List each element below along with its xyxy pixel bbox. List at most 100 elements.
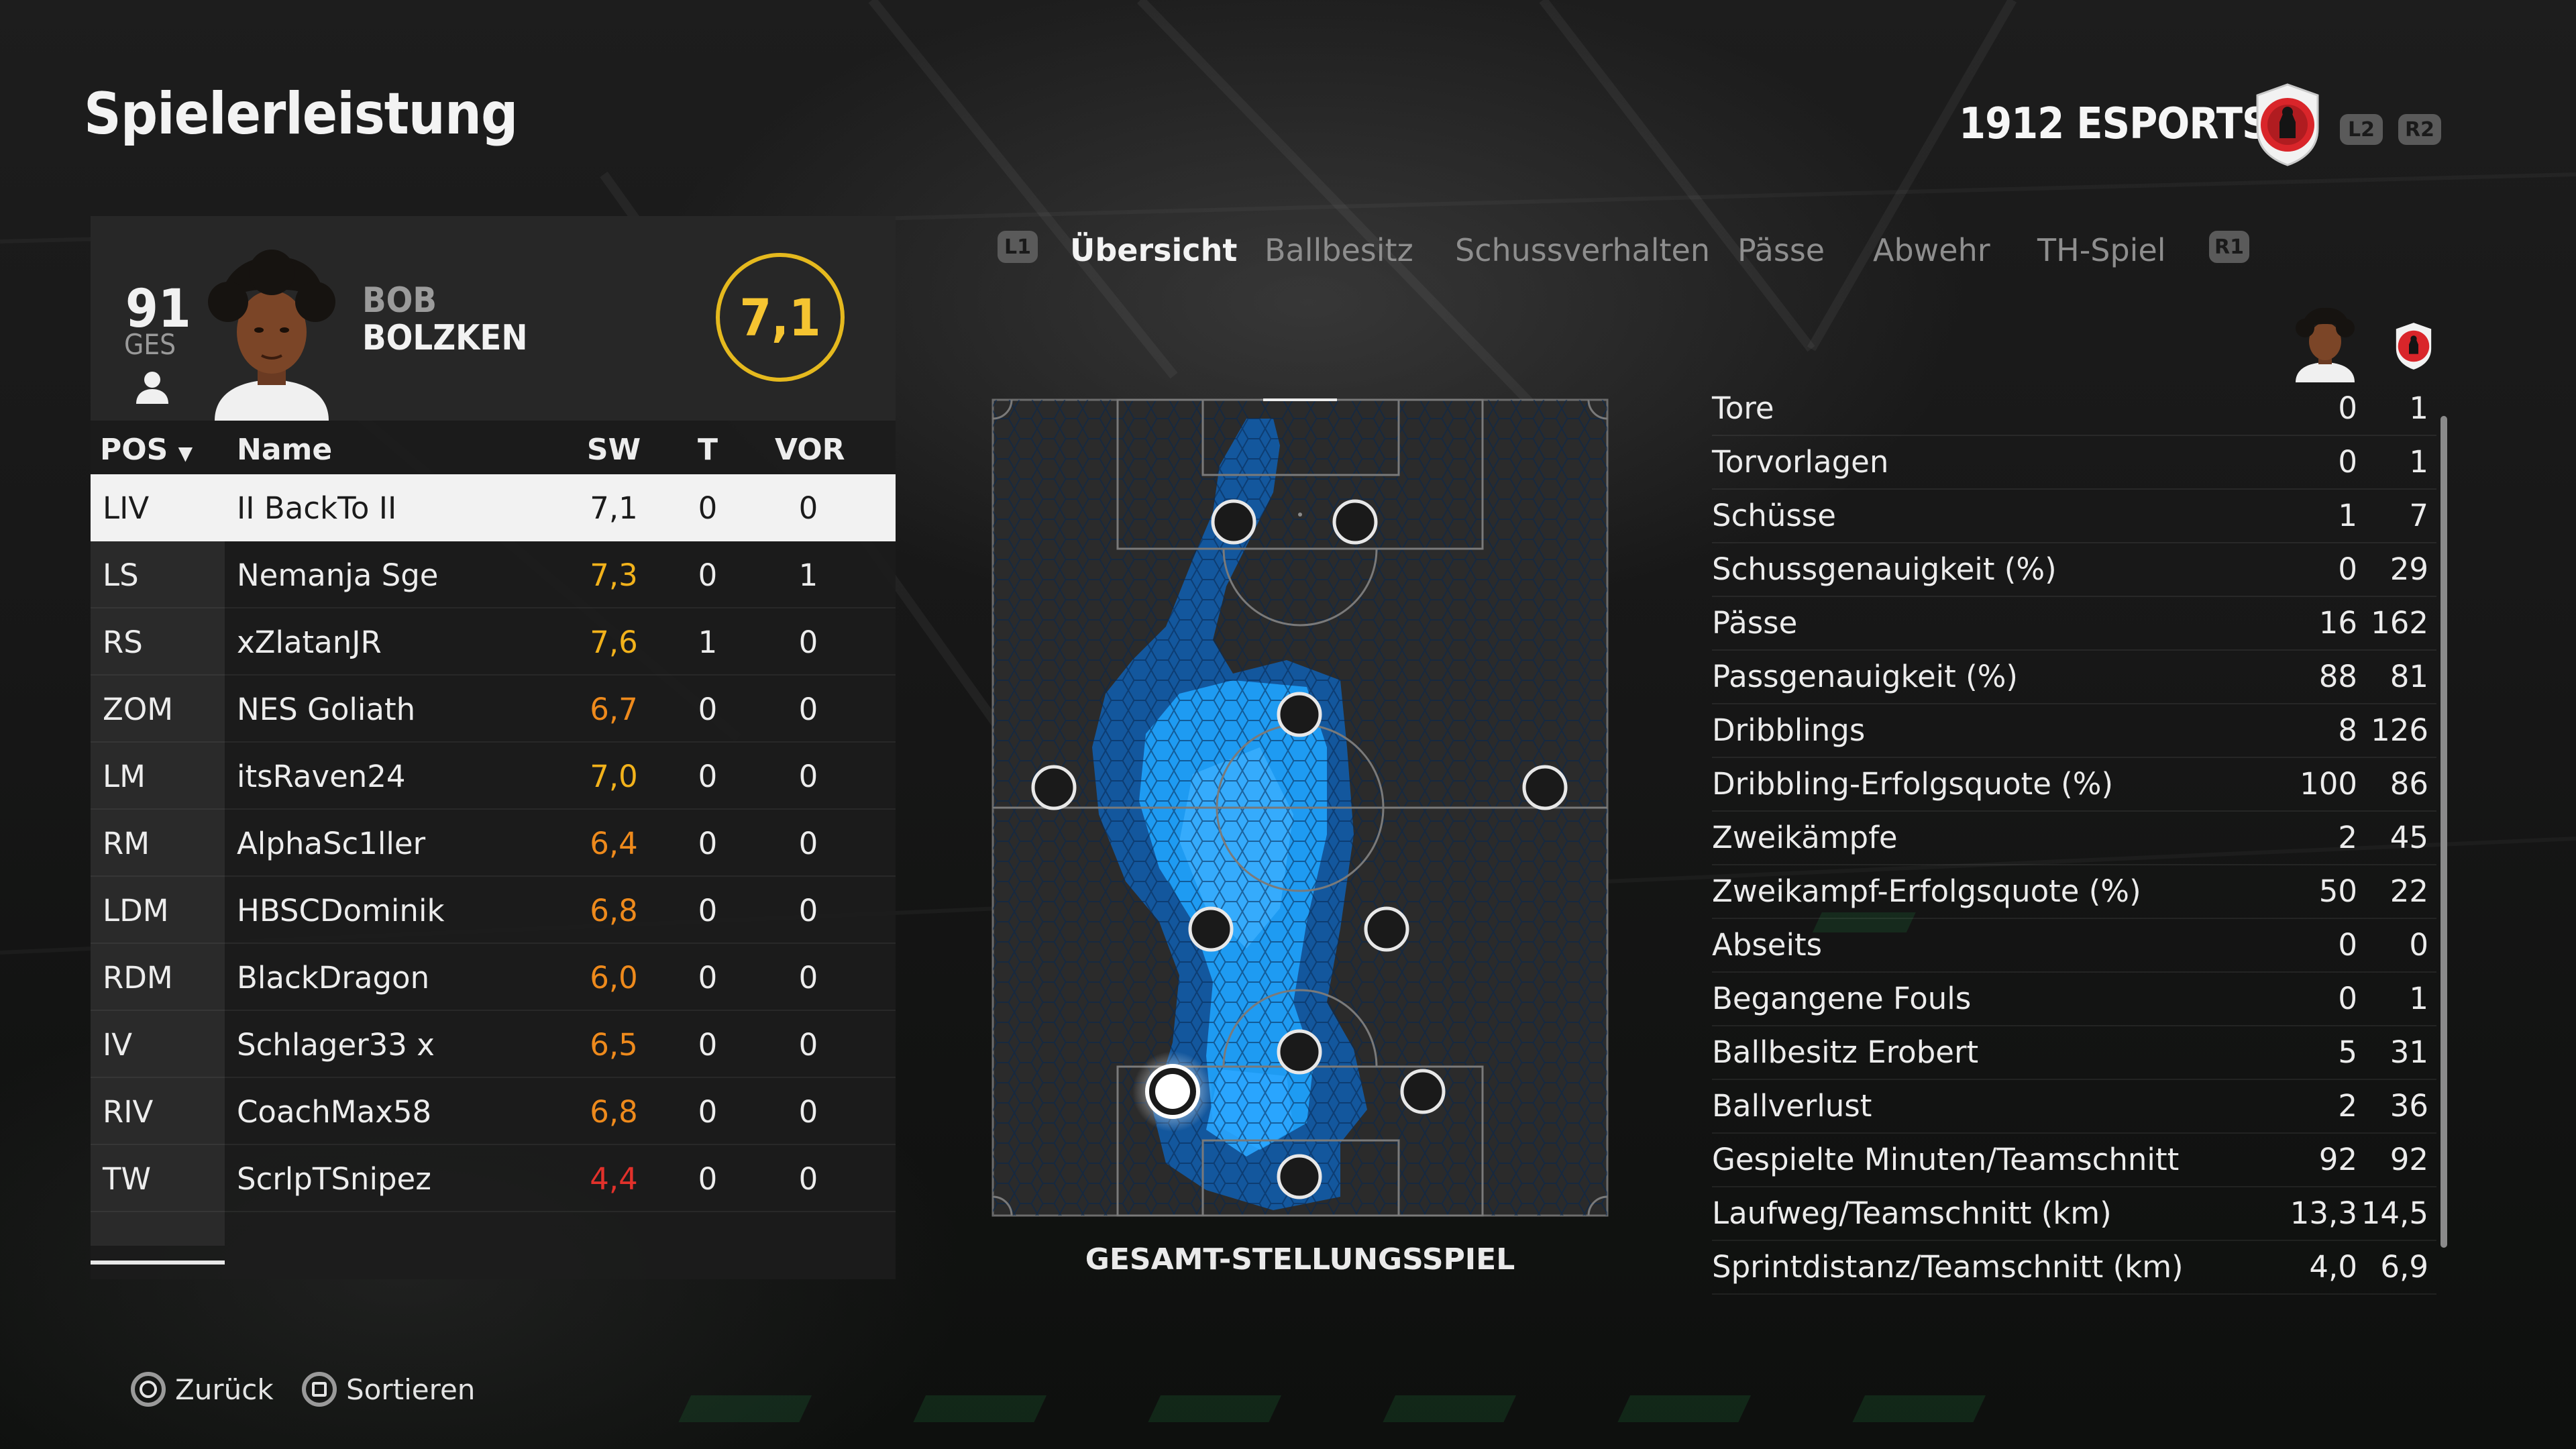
table-row[interactable]: LS Nemanja Sge 7,3 0 1 — [91, 541, 896, 608]
square-button-icon — [302, 1372, 337, 1407]
row-goals: 0 — [698, 557, 718, 593]
row-assists: 0 — [798, 1027, 818, 1063]
team-name: 1912 ESPORTS — [1959, 99, 2269, 149]
row-goals: 0 — [698, 893, 718, 928]
row-player-name: Nemanja Sge — [237, 557, 439, 593]
stat-row: Zweikampf-Erfolgsquote (%) 50 22 — [1712, 865, 2436, 919]
stat-label: Ballverlust — [1712, 1088, 1872, 1124]
list-scroll-indicator[interactable] — [91, 1260, 225, 1265]
match-rating: 7,1 — [716, 253, 845, 382]
stat-label: Sprintdistanz/Teamschnitt (km) — [1712, 1249, 2184, 1285]
row-rating: 7,3 — [590, 557, 638, 593]
stat-team-value: 1 — [2409, 444, 2428, 480]
stat-label: Zweikampf-Erfolgsquote (%) — [1712, 873, 2141, 909]
pitch-caption: GESAMT-STELLUNGSSPIEL — [1085, 1242, 1515, 1277]
row-goals: 0 — [698, 692, 718, 727]
stat-row: Laufweg/Teamschnitt (km) 13,3 14,5 — [1712, 1187, 2436, 1241]
table-row[interactable]: RIV CoachMax58 6,8 0 0 — [91, 1078, 896, 1145]
stat-player-value: 0 — [2338, 927, 2357, 963]
player-last-name: BOLZKEN — [362, 318, 528, 358]
page-title: Spielerleistung — [84, 80, 518, 148]
table-row[interactable]: TW ScrlpTSnipez 4,4 0 0 — [91, 1145, 896, 1212]
stat-label: Laufweg/Teamschnitt (km) — [1712, 1195, 2112, 1231]
stat-row: Ballverlust 2 36 — [1712, 1080, 2436, 1134]
stat-player-value: 100 — [2300, 766, 2357, 802]
row-position: IV — [103, 1027, 133, 1063]
teammate-marker — [1400, 1069, 1446, 1114]
stat-row: Schüsse 1 7 — [1712, 490, 2436, 543]
tab-paesse[interactable]: Pässe — [1737, 232, 1825, 268]
row-player-name: itsRaven24 — [237, 759, 406, 794]
row-assists: 0 — [798, 692, 818, 727]
teammate-marker — [1277, 692, 1322, 737]
stat-player-value: 16 — [2318, 605, 2357, 641]
tab-schussverhalten[interactable]: Schussverhalten — [1455, 232, 1710, 268]
stats-list: Tore 0 1 Torvorlagen 0 1 Schüsse 1 7 Schussgenaui… — [1712, 382, 2436, 1295]
stats-scrollbar-thumb[interactable] — [2440, 416, 2447, 1248]
table-row[interactable]: LIV II BackTo II 7,1 0 0 — [91, 474, 896, 541]
tab-abwehr[interactable]: Abwehr — [1873, 232, 1990, 268]
row-position: RDM — [103, 960, 173, 996]
stat-row: Dribbling-Erfolgsquote (%) 100 86 — [1712, 758, 2436, 812]
l1-button[interactable]: L1 — [998, 231, 1038, 263]
stat-player-value: 0 — [2338, 551, 2357, 587]
stat-row: Torvorlagen 0 1 — [1712, 436, 2436, 490]
row-rating: 6,0 — [590, 960, 638, 996]
stat-player-value: 0 — [2338, 390, 2357, 426]
table-row[interactable]: RM AlphaSc1ller 6,4 0 0 — [91, 810, 896, 877]
stat-team-value: 29 — [2390, 551, 2428, 587]
row-player-name: BlackDragon — [237, 960, 430, 996]
position-column-background — [91, 474, 225, 1246]
column-header-name[interactable]: Name — [237, 433, 333, 467]
stat-row: Pässe 16 162 — [1712, 597, 2436, 651]
table-row[interactable]: LDM HBSCDominik 6,8 0 0 — [91, 877, 896, 944]
team-column-crest-icon — [2392, 321, 2435, 374]
teammate-marker — [1188, 906, 1234, 952]
stat-label: Torvorlagen — [1712, 444, 1889, 480]
stat-row: Sprintdistanz/Teamschnitt (km) 4,0 6,9 — [1712, 1241, 2436, 1295]
formation-markers — [1031, 499, 1568, 1199]
team-player-panel: 91 GES BOB BOLZKEN 7,1 — [91, 216, 896, 1279]
l2-button[interactable]: L2 — [2340, 114, 2383, 145]
tab-th-spiel[interactable]: TH-Spiel — [2037, 232, 2166, 268]
stats-scrollbar[interactable] — [2440, 416, 2447, 1248]
stat-row: Zweikämpfe 2 45 — [1712, 812, 2436, 865]
stat-player-value: 4,0 — [2309, 1249, 2357, 1285]
stat-label: Schussgenauigkeit (%) — [1712, 551, 2057, 587]
back-button[interactable]: Zurück — [131, 1372, 274, 1407]
stat-team-value: 36 — [2390, 1088, 2428, 1124]
column-header-assists[interactable]: VOR — [775, 433, 845, 467]
row-assists: 0 — [798, 625, 818, 660]
stat-player-value: 2 — [2338, 1088, 2357, 1124]
row-assists: 1 — [798, 557, 818, 593]
table-row[interactable]: RS xZlatanJR 7,6 1 0 — [91, 608, 896, 676]
teammate-marker — [1522, 765, 1568, 810]
stat-row: Passgenauigkeit (%) 88 81 — [1712, 651, 2436, 704]
stat-team-value: 1 — [2409, 390, 2428, 426]
stat-team-value: 81 — [2390, 659, 2428, 694]
stat-row: Schussgenauigkeit (%) 0 29 — [1712, 543, 2436, 597]
player-column-icon — [2282, 305, 2368, 385]
row-position: TW — [103, 1161, 151, 1197]
tab-uebersicht[interactable]: Übersicht — [1070, 232, 1238, 268]
table-row[interactable]: LM itsRaven24 7,0 0 0 — [91, 743, 896, 810]
column-header-goals[interactable]: T — [697, 433, 718, 467]
table-row[interactable]: RDM BlackDragon 6,0 0 0 — [91, 944, 896, 1011]
teammate-marker — [1332, 499, 1378, 545]
row-rating: 7,0 — [590, 759, 638, 794]
stat-label: Pässe — [1712, 605, 1798, 641]
teammate-marker — [1277, 1029, 1322, 1075]
sort-button[interactable]: Sortieren — [302, 1372, 475, 1407]
column-header-pos[interactable]: POS ▼ — [100, 433, 193, 467]
tab-ballbesitz[interactable]: Ballbesitz — [1265, 232, 1413, 268]
table-row[interactable]: IV Schlager33 x 6,5 0 0 — [91, 1011, 896, 1078]
stat-label: Gespielte Minuten/Teamschnitt — [1712, 1142, 2180, 1177]
row-assists: 0 — [798, 1094, 818, 1130]
table-row[interactable]: ZOM NES Goliath 6,7 0 0 — [91, 676, 896, 743]
r1-button[interactable]: R1 — [2209, 231, 2249, 263]
column-header-rating[interactable]: SW — [586, 433, 641, 467]
circle-button-icon — [131, 1372, 166, 1407]
row-goals: 0 — [698, 1027, 718, 1063]
r2-button[interactable]: R2 — [2398, 114, 2441, 145]
row-assists: 0 — [798, 1161, 818, 1197]
